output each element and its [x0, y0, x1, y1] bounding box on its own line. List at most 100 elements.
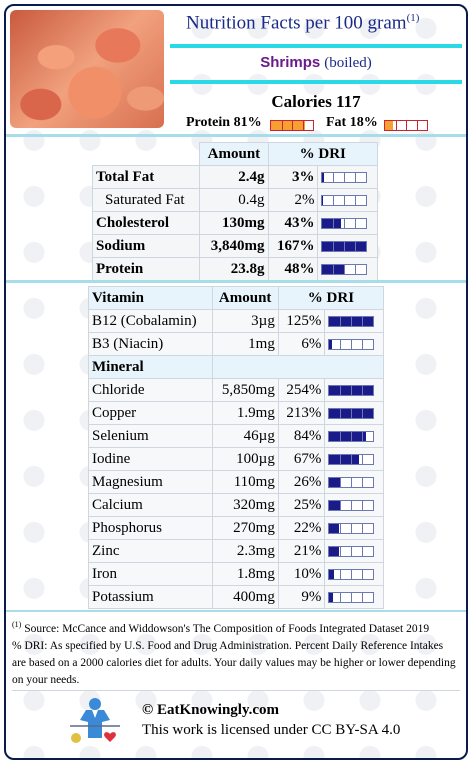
nutrient-amount: 2.4g	[199, 165, 269, 189]
fat-label: Fat 18%	[326, 115, 378, 130]
protein-label: Protein 81%	[186, 115, 262, 130]
nutrient-name: Chloride	[88, 378, 213, 402]
nutrient-name: Potassium	[88, 585, 213, 609]
nutrient-name: Sodium	[91, 234, 201, 258]
nutrient-name: Calcium	[88, 493, 213, 517]
dri-bar	[328, 430, 375, 442]
dri-bar-cell	[317, 188, 378, 212]
nutrient-name: Selenium	[88, 424, 213, 448]
brand-label: © EatKnowingly.com	[142, 702, 280, 718]
table-row: Protein 23.8g 48%	[91, 257, 378, 281]
nutrient-dri: 22%	[277, 516, 326, 540]
dri-bar	[321, 240, 368, 252]
dri-bar	[321, 263, 368, 275]
nutrient-name: Iodine	[88, 447, 213, 471]
divider-top	[6, 134, 466, 137]
table-row: Cholesterol 130mg 43%	[91, 211, 378, 235]
nutrient-amount: 1.9mg	[211, 401, 279, 425]
nutrient-dri: 26%	[277, 470, 326, 494]
nutrient-amount: 400mg	[211, 585, 279, 609]
dri-bar-cell	[324, 585, 384, 609]
nutrient-dri: 43%	[267, 211, 319, 235]
dri-bar-cell	[324, 516, 384, 540]
protein-bar	[270, 120, 314, 131]
nutrient-name: Magnesium	[88, 470, 213, 494]
nutrient-amount: 100µg	[211, 447, 279, 471]
food-prep: (boiled)	[324, 55, 372, 71]
mineral-header: Mineral	[88, 355, 213, 379]
nutrient-dri: 10%	[277, 562, 326, 586]
nutrient-dri: 9%	[277, 585, 326, 609]
nutrient-amount: 0.4g	[199, 188, 269, 212]
micros-table: Vitamin Amount % DRI B12 (Cobalamin) 3µg 1…	[88, 286, 385, 609]
divider-bottom	[6, 610, 466, 612]
divider-middle	[6, 280, 466, 283]
table-row: Phosphorus 270mg 22%	[88, 516, 384, 540]
dri-bar	[328, 522, 375, 534]
mineral-section-row: Mineral	[88, 355, 384, 379]
macros-dri-header: % DRI	[267, 142, 379, 166]
table-row: Calcium 320mg 25%	[88, 493, 384, 517]
dri-bar	[328, 338, 375, 350]
table-row: Chloride 5,850mg 254%	[88, 378, 384, 402]
table-row: Sodium 3,840mg 167%	[91, 234, 378, 258]
dri-bar	[328, 499, 375, 511]
table-row: Saturated Fat 0.4g 2%	[91, 188, 378, 212]
table-row: Zinc 2.3mg 21%	[88, 539, 384, 563]
dri-bar-cell	[324, 539, 384, 563]
dri-bar-cell	[324, 401, 384, 425]
nutrient-amount: 1.8mg	[211, 562, 279, 586]
dri-bar	[328, 568, 375, 580]
dri-bar-cell	[317, 165, 378, 189]
table-row: Total Fat 2.4g 3%	[91, 165, 378, 189]
dri-bar-cell	[317, 257, 378, 281]
nutrient-name: Protein	[91, 257, 201, 281]
fat-bar	[384, 120, 428, 131]
nutrient-dri: 213%	[277, 401, 326, 425]
dri-bar-cell	[324, 424, 384, 448]
nutrient-amount: 130mg	[199, 211, 269, 235]
table-row: Iron 1.8mg 10%	[88, 562, 384, 586]
eatknowingly-logo-icon	[70, 698, 120, 743]
macros-amount-header: Amount	[199, 142, 269, 166]
nutrient-name: Total Fat	[91, 165, 201, 189]
nutrient-name: Cholesterol	[91, 211, 201, 235]
dri-bar-cell	[324, 562, 384, 586]
mineral-header-spacer	[211, 355, 384, 379]
nutrient-amount: 2.3mg	[211, 539, 279, 563]
nutrient-dri: 2%	[267, 188, 319, 212]
dri-bar	[321, 194, 368, 206]
nutrition-card: Nutrition Facts per 100 gram(1) Shrimps …	[4, 4, 468, 760]
dri-bar	[328, 315, 375, 327]
nutrient-amount: 3,840mg	[199, 234, 269, 258]
dri-bar	[328, 476, 375, 488]
footnote-source: Source: McCance and Widdowson's The Comp…	[21, 622, 430, 635]
dri-bar	[328, 384, 375, 396]
nutrient-amount: 320mg	[211, 493, 279, 517]
dri-bar-cell	[324, 447, 384, 471]
dri-bar-cell	[324, 332, 384, 356]
table-row: B3 (Niacin) 1mg 6%	[88, 332, 384, 356]
nutrient-name: Copper	[88, 401, 213, 425]
macros-table: Amount % DRI Total Fat 2.4g 3% Saturated Fa…	[91, 142, 379, 281]
dri-bar-cell	[324, 378, 384, 402]
micros-dri-header: % DRI	[277, 286, 385, 310]
micros-amount-header: Amount	[211, 286, 279, 310]
nutrient-name: Saturated Fat	[91, 188, 201, 212]
footnote: (1) Source: McCance and Widdowson's The …	[12, 620, 456, 686]
food-name: Shrimps	[260, 54, 321, 71]
dri-bar-cell	[324, 470, 384, 494]
table-row: Selenium 46µg 84%	[88, 424, 384, 448]
table-row: Iodine 100µg 67%	[88, 447, 384, 471]
nutrient-amount: 3µg	[211, 309, 279, 333]
footer-divider	[12, 690, 460, 691]
nutrient-amount: 23.8g	[199, 257, 269, 281]
nutrient-dri: 254%	[277, 378, 326, 402]
nutrient-amount: 110mg	[211, 470, 279, 494]
nutrient-dri: 125%	[277, 309, 326, 333]
nutrient-dri: 67%	[277, 447, 326, 471]
footnote-dri: % DRI: As specified by U.S. Food and Dru…	[12, 639, 456, 686]
dri-bar	[321, 171, 368, 183]
dri-bar-cell	[324, 493, 384, 517]
dri-bar	[321, 217, 368, 229]
